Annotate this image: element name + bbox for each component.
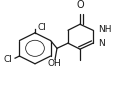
Text: Cl: Cl xyxy=(3,55,12,64)
Text: Cl: Cl xyxy=(38,23,47,32)
Text: NH: NH xyxy=(98,25,111,34)
Text: O: O xyxy=(76,0,84,10)
Text: N: N xyxy=(98,39,105,48)
Text: OH: OH xyxy=(47,59,61,68)
